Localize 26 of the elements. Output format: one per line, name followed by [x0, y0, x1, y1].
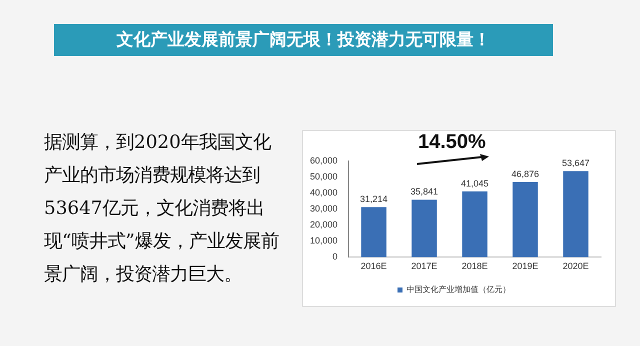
y-tick-label: 20,000 [310, 220, 338, 230]
bar [412, 200, 437, 258]
y-tick-label: 30,000 [310, 204, 338, 214]
text: 14.50% [418, 131, 486, 154]
x-tick-label: 2018E [462, 261, 488, 272]
data-label: 31,214 [360, 194, 388, 204]
bar [512, 182, 538, 258]
x-tick-label: 2017E [411, 261, 438, 272]
x-tick-label: 2019E [512, 261, 538, 272]
chart-title: 文化产业发展前景广阔无垠！投资潜力无可限量！ [54, 24, 553, 56]
bar [361, 207, 386, 258]
text: 据测算，到2020年我国文化产业的市场消费规模将达到53647亿元，文化消费将出现“喷井式”爆发，产业发展前景广阔，投资潜力巨大。 [44, 131, 280, 287]
data-label: 41,045 [461, 178, 489, 188]
x-tick-label: 2016E [360, 261, 387, 272]
y-tick-label: 60,000 [310, 155, 338, 166]
legend-label: 中国文化产业增加值（亿元） [406, 285, 510, 294]
data-label: 53,647 [562, 158, 590, 168]
bar [462, 191, 488, 258]
data-label: 46,876 [511, 169, 540, 180]
x-tick-label: 2020E [562, 261, 589, 272]
y-tick-label: 50,000 [310, 172, 338, 182]
y-tick-label: 0 [332, 252, 338, 262]
bar [563, 171, 588, 258]
y-tick-label: 40,000 [310, 188, 338, 198]
y-tick-label: 10,000 [310, 236, 338, 246]
data-label: 35,841 [410, 186, 438, 197]
